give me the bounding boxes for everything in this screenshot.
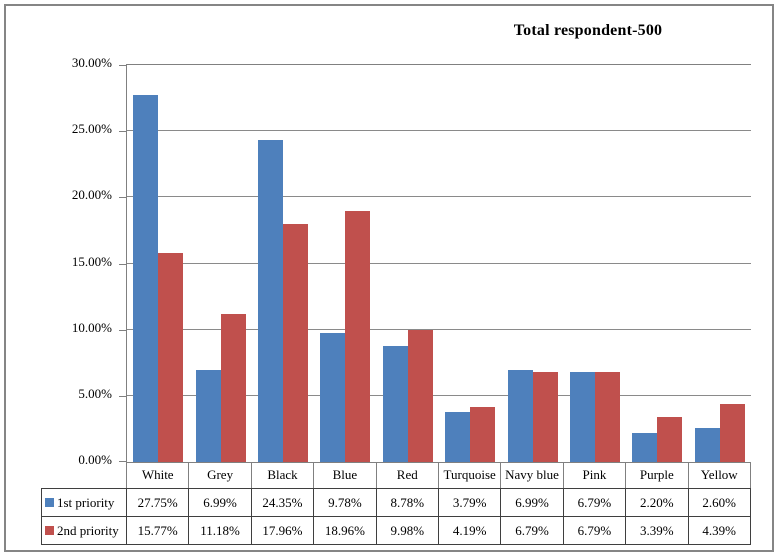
y-axis-tick [119,197,126,199]
bar-2nd-priority [345,211,371,462]
bar-1st-priority [133,94,159,462]
y-gridline [127,262,751,264]
y-axis-tick-label: 15.00% [71,253,112,269]
y-gridline [127,196,751,198]
y-axis-tick-label: 25.00% [71,121,112,137]
bar-2nd-priority [470,406,496,462]
bar-1st-priority [258,139,283,462]
bar-1st-priority [320,332,346,462]
bar-1st-priority [694,427,720,462]
category-label: Pink [564,462,627,488]
category-label: Black [252,462,315,488]
table-value-cell: 3.39% [626,517,689,545]
legend-label: 2nd priority [57,522,119,538]
y-gridline [127,328,751,330]
category-label: Red [377,462,439,488]
table-value-cell: 18.96% [314,517,377,545]
bar-1st-priority [570,372,595,462]
y-gridline [127,394,751,396]
plot-area [119,64,751,463]
bar-1st-priority [445,411,471,462]
y-axis-tick [119,131,126,133]
legend-cell: 1st priority [42,489,127,517]
y-axis-tick-label: 5.00% [78,385,112,401]
bar-2nd-priority [407,329,433,462]
table-value-cell: 24.35% [251,489,315,517]
bar-1st-priority [507,369,533,462]
bar-2nd-priority [595,372,620,462]
table-value-cell: 9.98% [376,517,439,545]
table-value-cell: 2.60% [688,489,751,517]
y-axis-tick-label: 30.00% [71,55,112,70]
bar-2nd-priority [719,403,745,462]
y-axis-tick-label: 0.00% [78,452,112,467]
bar-2nd-priority [532,372,558,462]
y-gridline [127,130,751,132]
category-label: Yellow [689,462,751,488]
table-value-cell: 9.78% [314,489,377,517]
table-value-cell: 6.79% [501,517,564,545]
legend-label: 1st priority [57,494,115,510]
table-value-cell: 6.79% [563,517,627,545]
table-value-cell: 8.78% [376,489,439,517]
y-axis-tick [119,395,126,397]
legend-cell: 2nd priority [42,517,127,545]
bar-2nd-priority [220,314,246,462]
category-label: Blue [314,462,377,488]
category-axis-row: White Grey Black Blue Red Turquoise Navy blue P… [126,462,751,488]
bar-1st-priority [382,345,408,462]
table-value-cell: 3.79% [438,489,502,517]
chart-border-frame [4,4,774,552]
legend-marker [45,498,54,507]
bar-1st-priority [632,432,658,462]
y-axis-tick [119,65,126,66]
table-value-cell: 2.20% [626,489,689,517]
category-label: Grey [189,462,252,488]
legend-marker [45,526,54,535]
table-value-cell: 6.99% [189,489,252,517]
y-axis-tick-label: 20.00% [71,187,112,203]
bar-2nd-priority [657,417,683,462]
table-value-cell: 17.96% [251,517,315,545]
category-label: White [127,462,190,488]
category-label: Navy blue [501,462,564,488]
data-table: 1st priority 27.75% 6.99% 24.35% 9.78% 8.78% 3… [41,488,751,545]
table-value-cell: 4.39% [688,517,751,545]
table-value-cell: 15.77% [127,517,190,545]
table-value-cell: 6.99% [501,489,564,517]
y-axis-tick [119,329,126,331]
table-value-cell: 11.18% [189,517,252,545]
chart-title: Total respondent-500 [513,22,663,39]
table-value-cell: 27.75% [127,489,190,517]
bar-1st-priority [195,369,221,462]
category-label: Turquoise [439,462,502,488]
y-axis-tick-label: 10.00% [71,319,112,335]
bar-2nd-priority [158,253,184,462]
y-axis-tick [119,461,126,462]
table-value-cell: 6.79% [563,489,627,517]
table-value-cell: 4.19% [438,517,502,545]
bar-2nd-priority [283,224,308,462]
category-label: Purple [626,462,689,488]
y-axis-tick [119,263,126,265]
